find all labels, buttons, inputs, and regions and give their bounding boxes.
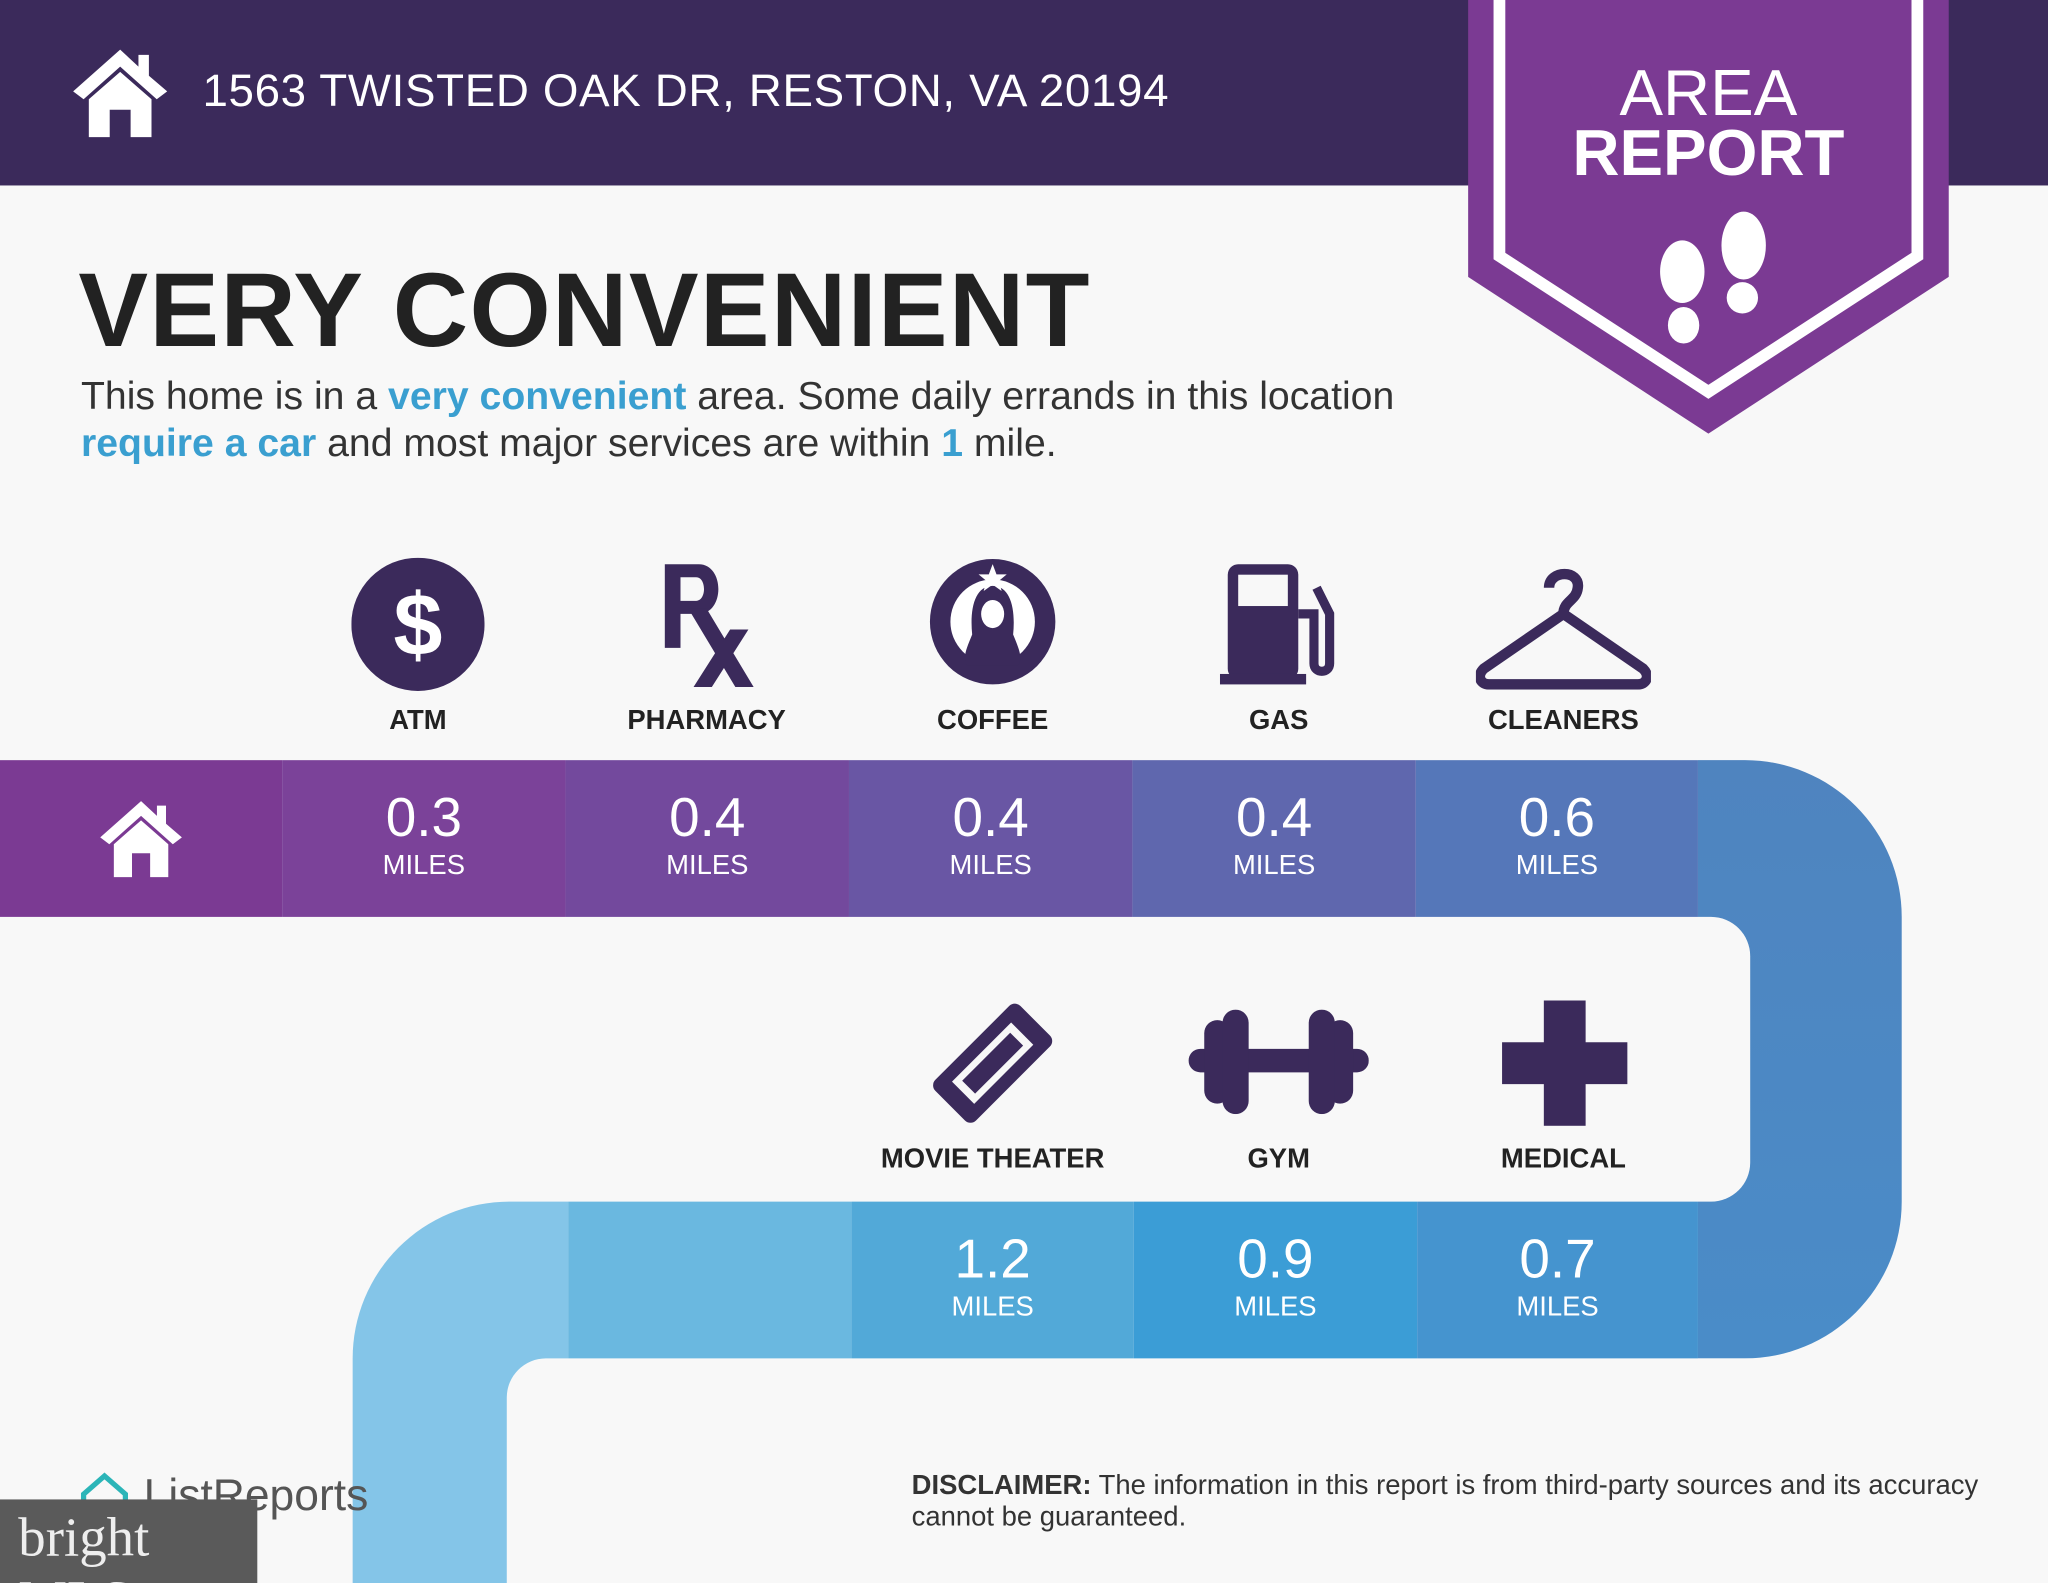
- distance-cell: 0.4 MILES: [848, 760, 1133, 917]
- distance-cell: 0.3 MILES: [282, 760, 566, 917]
- gas-pump-icon: [1219, 564, 1335, 685]
- distance-cell: 0.6 MILES: [1415, 760, 1698, 917]
- area-report-banner: [1468, 0, 1949, 434]
- distance-unit: MILES: [1234, 1291, 1317, 1322]
- distance-value: 0.4: [952, 786, 1029, 848]
- text: area. Some daily errands in this locatio…: [686, 374, 1395, 418]
- distance-unit: MILES: [1232, 850, 1316, 881]
- hanger-icon: [1475, 568, 1651, 690]
- dollar-icon: $: [351, 557, 485, 691]
- text: mile.: [963, 421, 1057, 465]
- gap: [506, 1358, 2048, 1583]
- highlight: very convenient: [388, 374, 687, 418]
- distance-value: 0.6: [1518, 786, 1596, 848]
- distance-value: 0.7: [1519, 1227, 1596, 1290]
- category-label: PHARMACY: [627, 705, 786, 736]
- footprints-icon: [1660, 211, 1766, 344]
- text: and most major services are within: [316, 421, 942, 465]
- distance-value: 1.2: [954, 1227, 1031, 1290]
- category-label: COFFEE: [937, 705, 1049, 736]
- category-label: CLEANERS: [1487, 705, 1639, 736]
- distance-cell: 1.2 MILES: [851, 1201, 1134, 1359]
- page-title: VERY CONVENIENT: [78, 252, 1091, 369]
- distance-value: 0.4: [1235, 786, 1313, 848]
- gap: [0, 916, 1751, 1202]
- distance-cell: 0.4 MILES: [565, 760, 849, 917]
- home-icon: [73, 49, 168, 138]
- distance-cell: 0.7 MILES: [1417, 1201, 1698, 1359]
- distance-cell: 0.9 MILES: [1133, 1201, 1418, 1359]
- path-cell: [568, 1201, 852, 1359]
- banner-line-1: AREA: [1619, 56, 1798, 130]
- category-label: MEDICAL: [1500, 1144, 1626, 1175]
- description: This home is in a very convenient area. …: [81, 374, 1518, 468]
- category-label: ATM: [389, 705, 447, 736]
- rx-icon: [664, 564, 754, 688]
- watermark-text: bright MLS: [18, 1508, 150, 1583]
- distance-value: 0.9: [1237, 1227, 1314, 1290]
- dumbbell-icon: [1188, 1009, 1369, 1115]
- text: This home is in a: [80, 374, 389, 418]
- medical-cross-icon: [1502, 1000, 1628, 1126]
- home-icon: [100, 801, 182, 878]
- distance-unit: MILES: [1516, 1291, 1599, 1322]
- distance-unit: MILES: [949, 850, 1032, 881]
- distance-unit: MILES: [382, 850, 465, 881]
- distance-unit: MILES: [666, 850, 749, 881]
- distance-unit: MILES: [1515, 850, 1599, 881]
- home-cell: [0, 760, 283, 917]
- svg-text:$: $: [394, 575, 443, 674]
- distance-value: 0.4: [669, 786, 746, 848]
- banner-line-2: REPORT: [1572, 116, 1845, 190]
- highlight: require a car: [80, 421, 317, 465]
- distance-value: 0.3: [385, 786, 462, 848]
- coffee-logo-icon: [929, 558, 1056, 685]
- disclaimer: DISCLAIMER: The information in this repo…: [912, 1471, 1983, 1534]
- property-address: 1563 TWISTED OAK DR, RESTON, VA 20194: [202, 65, 1170, 117]
- category-label: GYM: [1247, 1144, 1310, 1175]
- highlight: 1: [941, 421, 964, 465]
- category-label: MOVIE THEATER: [880, 1144, 1105, 1175]
- disclaimer-text: The information in this report is from t…: [911, 1470, 1979, 1533]
- bright-mls-watermark: bright MLS: [0, 1499, 258, 1583]
- category-label: GAS: [1248, 705, 1309, 736]
- ticket-icon: [933, 1003, 1053, 1123]
- distance-cell: 0.4 MILES: [1132, 760, 1416, 917]
- disclaimer-label: DISCLAIMER:: [911, 1470, 1092, 1501]
- distance-unit: MILES: [951, 1291, 1034, 1322]
